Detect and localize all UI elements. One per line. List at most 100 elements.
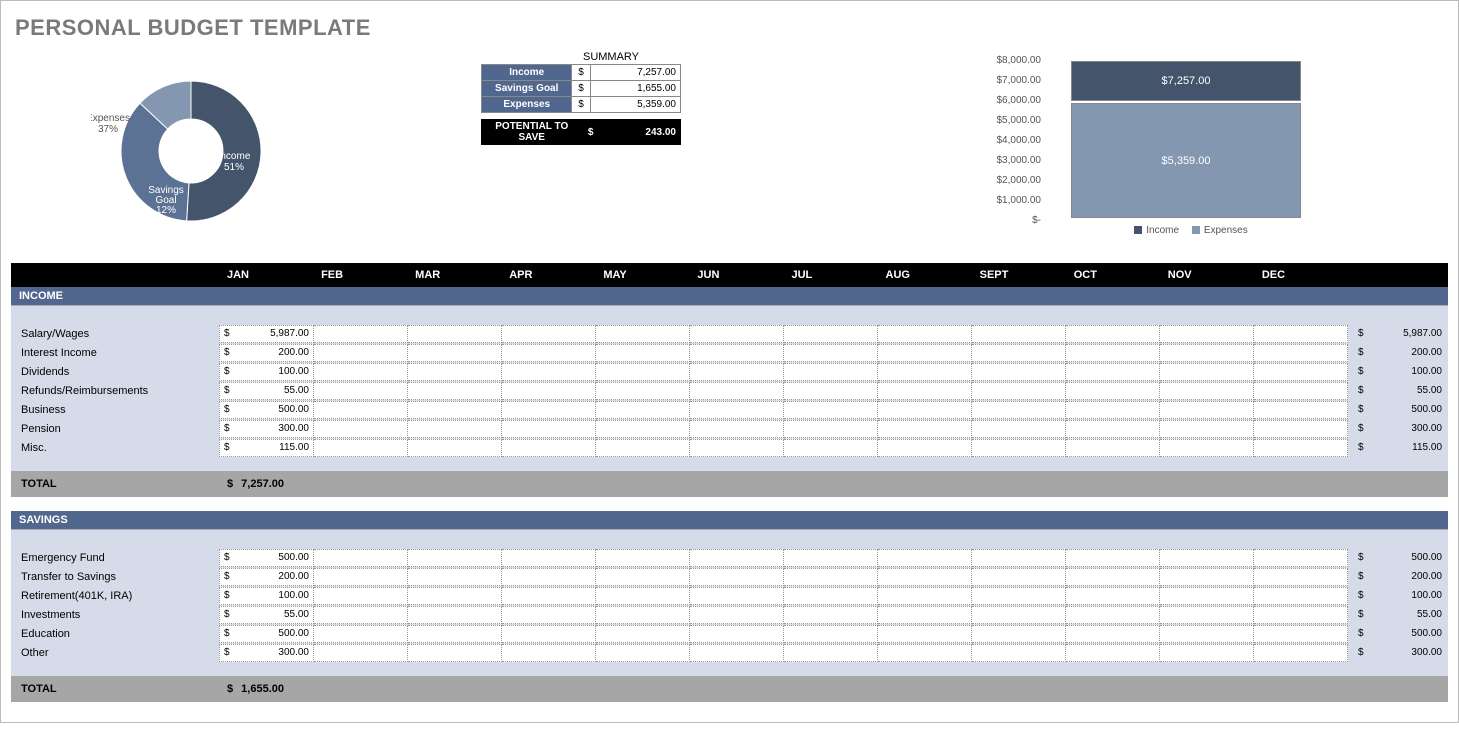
cell[interactable] bbox=[1066, 587, 1160, 605]
cell[interactable] bbox=[408, 325, 502, 343]
cell[interactable] bbox=[596, 420, 690, 438]
cell[interactable] bbox=[1254, 401, 1348, 419]
cell[interactable]: $200.00 bbox=[219, 568, 314, 586]
cell[interactable] bbox=[784, 568, 878, 586]
cell[interactable] bbox=[502, 439, 596, 457]
cell[interactable] bbox=[1160, 344, 1254, 362]
cell[interactable] bbox=[972, 606, 1066, 624]
cell[interactable] bbox=[408, 568, 502, 586]
cell[interactable] bbox=[502, 644, 596, 662]
cell[interactable] bbox=[1160, 606, 1254, 624]
cell[interactable] bbox=[690, 401, 784, 419]
cell[interactable] bbox=[1066, 382, 1160, 400]
cell[interactable] bbox=[784, 344, 878, 362]
cell[interactable] bbox=[1066, 644, 1160, 662]
cell[interactable] bbox=[314, 420, 408, 438]
cell[interactable] bbox=[690, 382, 784, 400]
cell[interactable] bbox=[878, 439, 972, 457]
cell[interactable] bbox=[784, 439, 878, 457]
cell[interactable] bbox=[596, 606, 690, 624]
cell[interactable] bbox=[1066, 625, 1160, 643]
cell[interactable] bbox=[596, 439, 690, 457]
cell[interactable] bbox=[1254, 420, 1348, 438]
cell[interactable] bbox=[596, 363, 690, 381]
cell[interactable]: $500.00 bbox=[219, 625, 314, 643]
cell[interactable] bbox=[408, 344, 502, 362]
cell[interactable] bbox=[596, 625, 690, 643]
cell[interactable] bbox=[972, 439, 1066, 457]
cell[interactable] bbox=[784, 587, 878, 605]
cell[interactable] bbox=[502, 382, 596, 400]
cell[interactable]: $55.00 bbox=[219, 606, 314, 624]
cell[interactable] bbox=[878, 606, 972, 624]
cell[interactable] bbox=[878, 382, 972, 400]
cell[interactable] bbox=[1160, 644, 1254, 662]
cell[interactable] bbox=[690, 644, 784, 662]
cell[interactable]: $500.00 bbox=[219, 549, 314, 567]
cell[interactable] bbox=[314, 644, 408, 662]
cell[interactable] bbox=[878, 568, 972, 586]
cell[interactable] bbox=[784, 549, 878, 567]
cell[interactable] bbox=[1254, 439, 1348, 457]
cell[interactable]: $200.00 bbox=[219, 344, 314, 362]
cell[interactable] bbox=[1066, 549, 1160, 567]
cell[interactable]: $300.00 bbox=[219, 644, 314, 662]
cell[interactable] bbox=[314, 606, 408, 624]
cell[interactable] bbox=[1160, 382, 1254, 400]
cell[interactable] bbox=[596, 344, 690, 362]
cell[interactable] bbox=[878, 644, 972, 662]
cell[interactable] bbox=[596, 587, 690, 605]
cell[interactable] bbox=[878, 363, 972, 381]
cell[interactable] bbox=[1254, 606, 1348, 624]
cell[interactable] bbox=[314, 587, 408, 605]
cell[interactable] bbox=[596, 644, 690, 662]
cell[interactable] bbox=[972, 344, 1066, 362]
cell[interactable] bbox=[408, 439, 502, 457]
cell[interactable] bbox=[972, 568, 1066, 586]
cell[interactable] bbox=[408, 625, 502, 643]
cell[interactable] bbox=[1254, 363, 1348, 381]
cell[interactable] bbox=[1160, 587, 1254, 605]
cell[interactable] bbox=[1066, 363, 1160, 381]
cell[interactable] bbox=[314, 344, 408, 362]
cell[interactable] bbox=[784, 401, 878, 419]
cell[interactable] bbox=[784, 325, 878, 343]
cell[interactable] bbox=[1160, 325, 1254, 343]
cell[interactable] bbox=[408, 587, 502, 605]
cell[interactable] bbox=[972, 625, 1066, 643]
cell[interactable] bbox=[690, 549, 784, 567]
cell[interactable] bbox=[1254, 382, 1348, 400]
cell[interactable] bbox=[784, 363, 878, 381]
cell[interactable] bbox=[784, 625, 878, 643]
cell[interactable] bbox=[1254, 587, 1348, 605]
cell[interactable] bbox=[502, 549, 596, 567]
cell[interactable] bbox=[408, 420, 502, 438]
cell[interactable] bbox=[878, 587, 972, 605]
cell[interactable] bbox=[596, 568, 690, 586]
cell[interactable] bbox=[314, 568, 408, 586]
cell[interactable] bbox=[690, 439, 784, 457]
cell[interactable] bbox=[502, 344, 596, 362]
cell[interactable] bbox=[972, 363, 1066, 381]
cell[interactable] bbox=[596, 325, 690, 343]
cell[interactable] bbox=[1254, 644, 1348, 662]
cell[interactable] bbox=[972, 382, 1066, 400]
cell[interactable]: $300.00 bbox=[219, 420, 314, 438]
cell[interactable] bbox=[408, 363, 502, 381]
cell[interactable] bbox=[690, 344, 784, 362]
cell[interactable] bbox=[502, 587, 596, 605]
cell[interactable] bbox=[408, 606, 502, 624]
cell[interactable] bbox=[502, 606, 596, 624]
cell[interactable] bbox=[596, 401, 690, 419]
cell[interactable] bbox=[690, 606, 784, 624]
cell[interactable] bbox=[1254, 344, 1348, 362]
cell[interactable] bbox=[690, 325, 784, 343]
cell[interactable] bbox=[1254, 549, 1348, 567]
cell[interactable] bbox=[972, 549, 1066, 567]
cell[interactable] bbox=[972, 401, 1066, 419]
cell[interactable] bbox=[502, 625, 596, 643]
cell[interactable] bbox=[784, 606, 878, 624]
cell[interactable] bbox=[408, 401, 502, 419]
cell[interactable] bbox=[690, 625, 784, 643]
cell[interactable] bbox=[784, 420, 878, 438]
